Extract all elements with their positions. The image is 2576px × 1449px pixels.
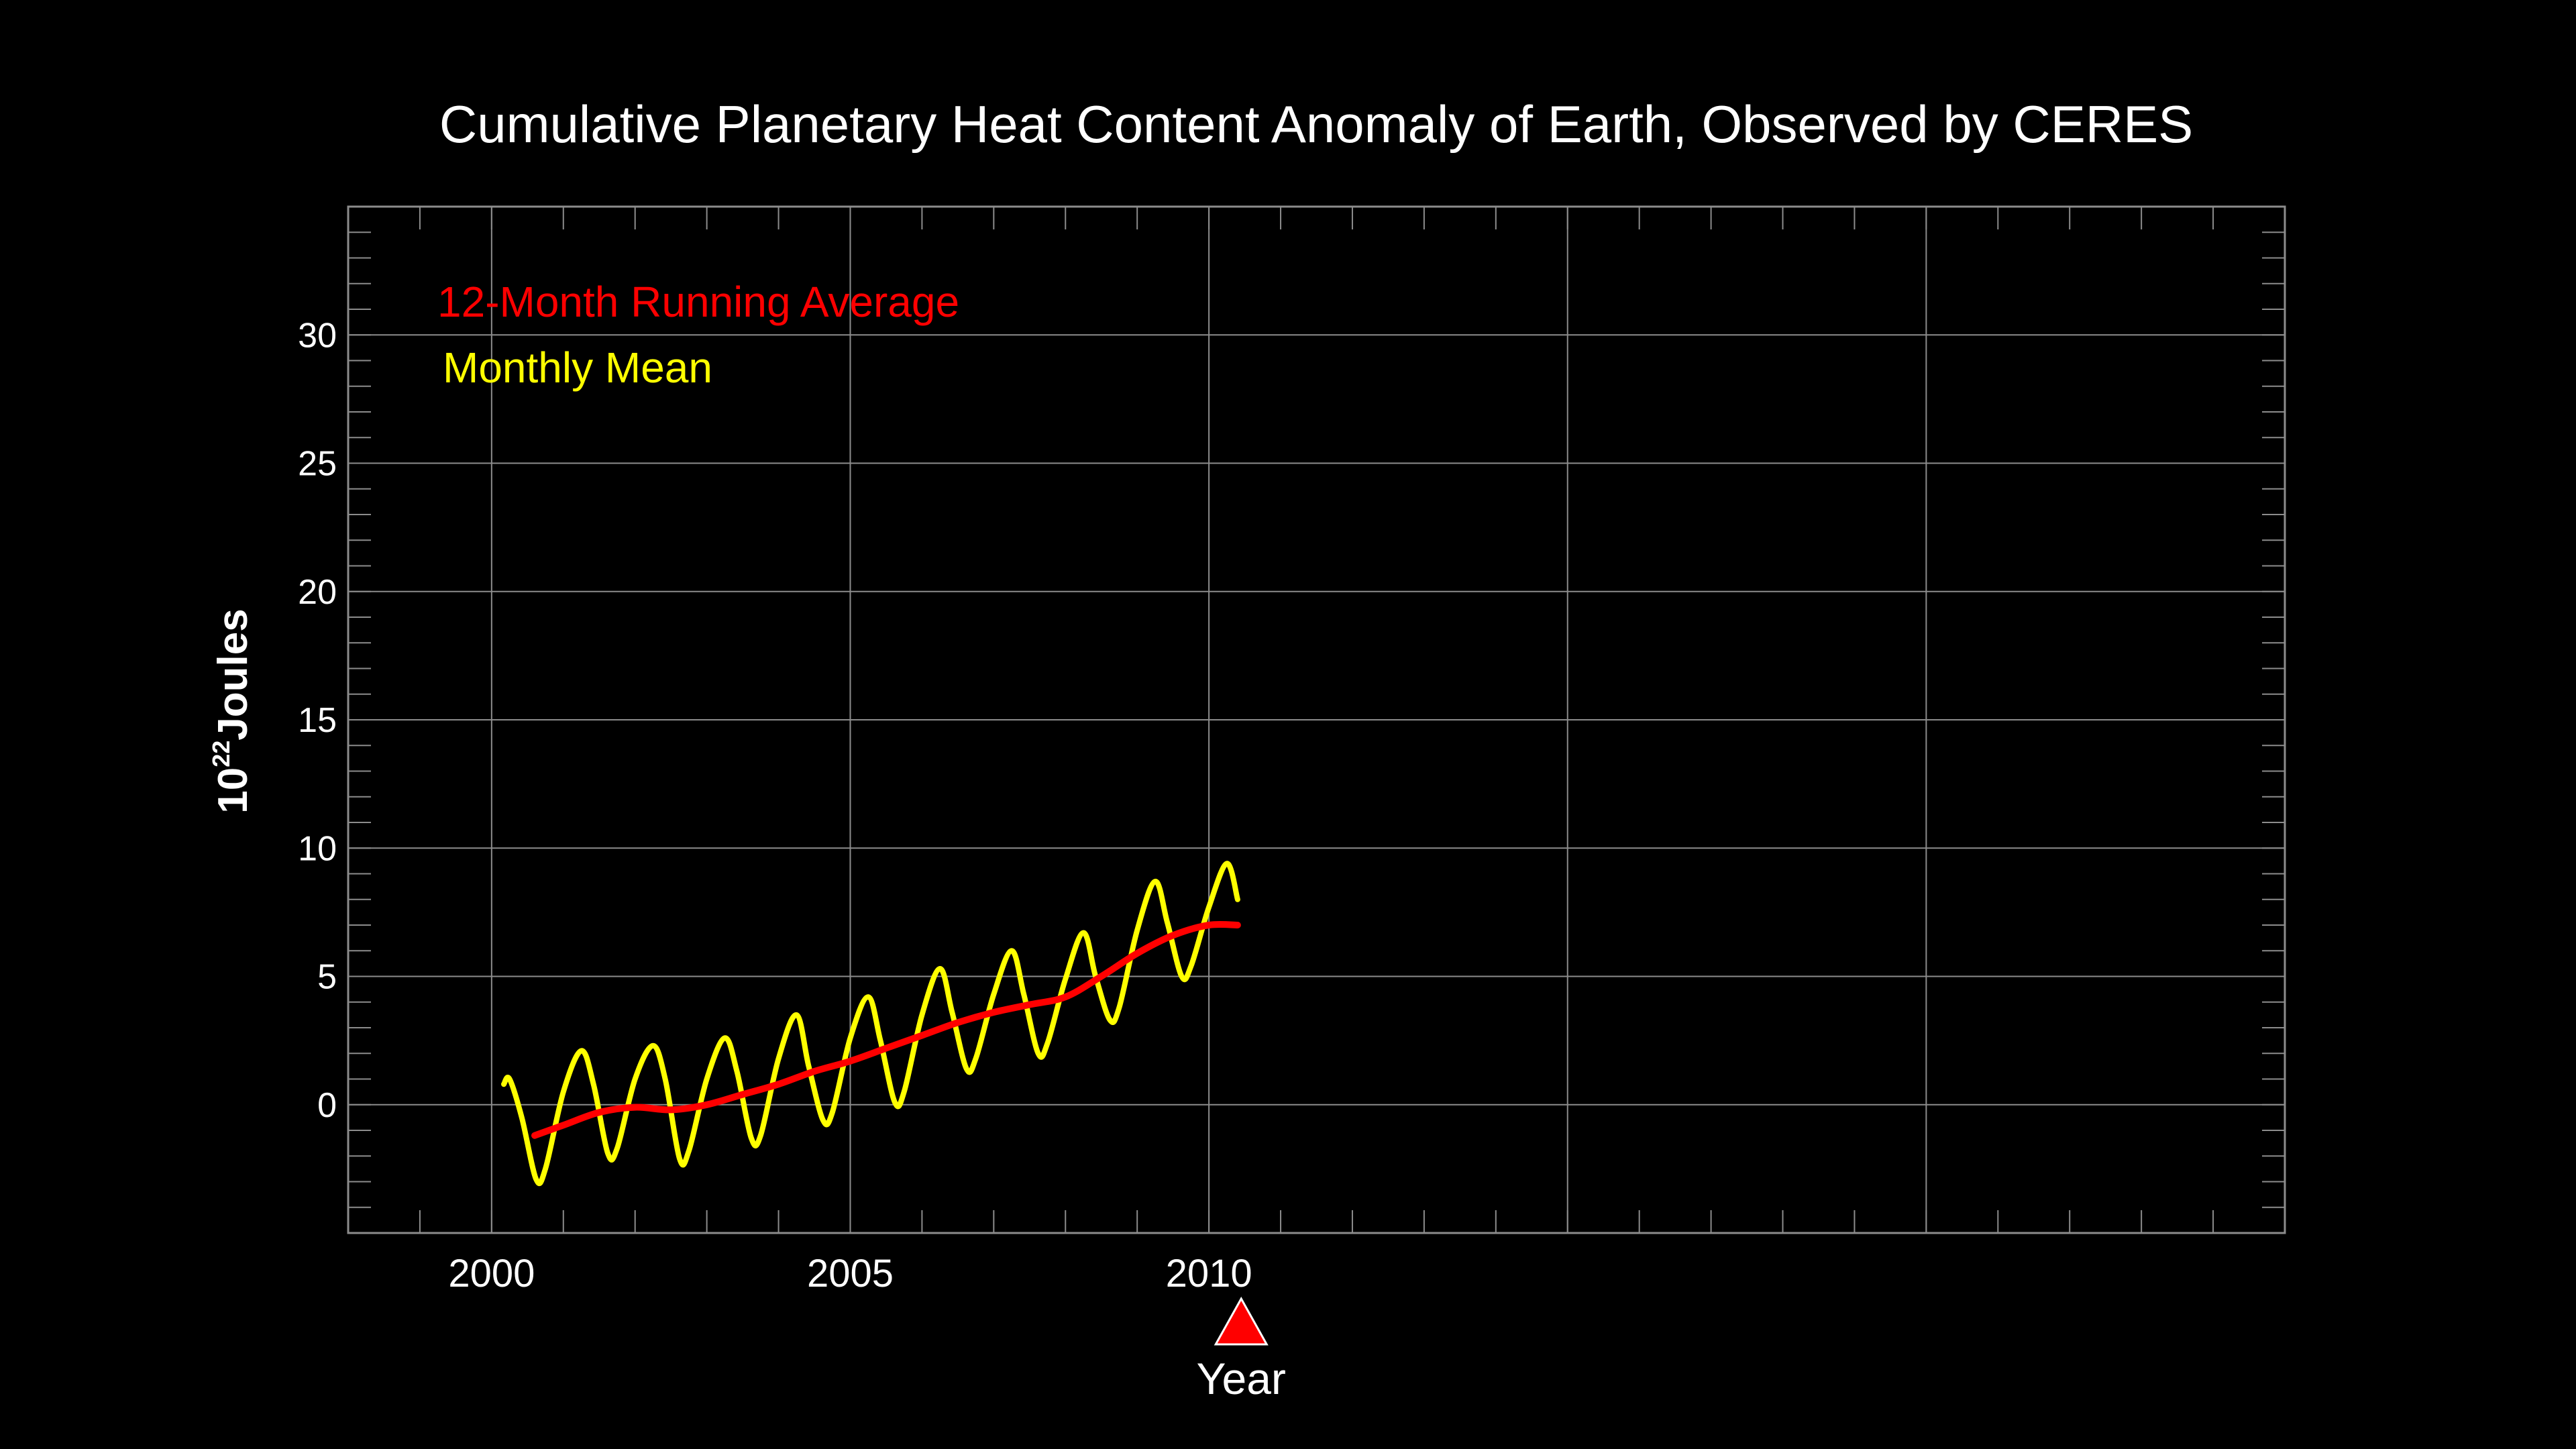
x-tick-labels: 2000 2005 2010 (448, 1252, 1252, 1295)
legend-running-average: 12-Month Running Average (437, 278, 959, 326)
y-tick-label-30: 30 (298, 316, 337, 355)
y-tick-label-15: 15 (298, 701, 337, 740)
chart-title: Cumulative Planetary Heat Content Anomal… (439, 95, 2193, 154)
y-tick-label-5: 5 (317, 958, 337, 997)
y-axis-label-unit: Joules (210, 608, 256, 740)
current-year-marker-triangle (1214, 1296, 1269, 1346)
legend-monthly-mean: Monthly Mean (443, 343, 712, 392)
y-tick-labels: 0 5 10 15 20 25 30 (298, 316, 337, 1125)
series-line-monthly-mean (501, 861, 1240, 1187)
y-axis-label-exponent: 22 (207, 741, 235, 767)
y-tick-label-25: 25 (298, 445, 337, 484)
x-axis-label: Year (1197, 1354, 1286, 1403)
x-tick-label-2005: 2005 (807, 1252, 894, 1295)
x-tick-label-2010: 2010 (1166, 1252, 1252, 1295)
series-line-running-average (531, 920, 1241, 1139)
plot-frame (347, 205, 2286, 1234)
y-tick-label-10: 10 (298, 829, 337, 868)
y-axis-label-base: 10 (210, 767, 256, 814)
y-tick-label-20: 20 (298, 573, 337, 612)
y-tick-label-0: 0 (317, 1086, 337, 1125)
x-tick-label-2000: 2000 (448, 1252, 535, 1295)
y-axis-label: 1022Joules (207, 608, 256, 813)
